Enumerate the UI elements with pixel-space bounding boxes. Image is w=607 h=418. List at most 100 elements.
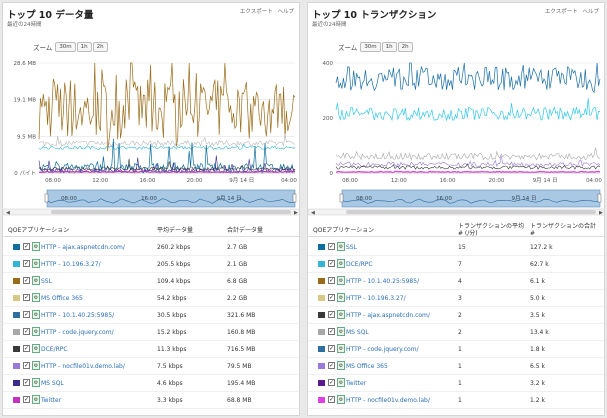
zoom-1h-button[interactable]: 1h	[76, 42, 92, 52]
table-row[interactable]: ✓ ⚙ MS Office 365 1 6.5 k	[308, 358, 604, 375]
application-link[interactable]: HTTP - 10.1.40.25:5985/	[41, 312, 115, 319]
application-icon: ⚙	[337, 395, 345, 404]
series-color-swatch	[13, 312, 20, 318]
col-average[interactable]: 平均データ量	[157, 227, 194, 234]
zoom-2h-button[interactable]: 2h	[397, 42, 413, 52]
table-row[interactable]: ✓ ⚙ Twitter 1 3.2 k	[308, 375, 604, 392]
row-checkbox[interactable]: ✓	[328, 345, 335, 352]
application-link[interactable]: DCE/RPC	[346, 261, 373, 268]
application-link[interactable]: HTTP - 10.196.3.27/	[346, 295, 406, 302]
application-link[interactable]: HTTP - 10.196.3.27/	[41, 261, 101, 268]
time-navigator[interactable]: 08:00 16:00 9月 14 日 ◀ ▶	[3, 189, 300, 217]
row-checkbox[interactable]: ✓	[23, 243, 30, 250]
row-checkbox[interactable]: ✓	[23, 277, 30, 284]
total-value: 6.8 GB	[227, 278, 248, 285]
time-navigator[interactable]: 08:00 16:00 9月 14 日 ◀ ▶	[308, 189, 605, 217]
application-link[interactable]: Twitter	[41, 397, 62, 404]
panel-title: トップ 10 データ量	[7, 10, 94, 21]
row-checkbox[interactable]: ✓	[23, 294, 30, 301]
application-link[interactable]: HTTP - nocfile01v.demo.lab/	[346, 397, 430, 404]
table-row[interactable]: ✓ ⚙ HTTP - 10.196.3.27/3 5.0 k	[308, 290, 604, 307]
panel-title: トップ 10 トランザクション	[312, 10, 437, 21]
average-value: 30.5 kbps	[157, 312, 187, 319]
row-checkbox[interactable]: ✓	[23, 379, 30, 386]
navigator-tick-label: 08:00	[61, 196, 77, 202]
row-checkbox[interactable]: ✓	[23, 260, 30, 267]
row-checkbox[interactable]: ✓	[23, 311, 30, 318]
table-row[interactable]: ✓ ⚙ Twitter 3.3 kbps 68.8 MB	[3, 392, 299, 409]
navigator-tick-label: 16:00	[141, 196, 157, 202]
average-value: 15	[458, 244, 466, 251]
application-link[interactable]: SSL	[41, 278, 52, 285]
table-row[interactable]: ✓ ⚙ HTTP - 10.196.3.27/205.5 kbps 2.1 GB	[3, 256, 299, 273]
application-link[interactable]: MS Office 365	[41, 295, 83, 302]
series-color-swatch	[318, 278, 325, 284]
series-color-swatch	[318, 329, 325, 335]
table-row[interactable]: ✓ ⚙ SSL 109.4 kbps 6.8 GB	[3, 273, 299, 290]
table-row[interactable]: ✓ ⚙ HTTP - ajax.aspnetcdn.com/260.2 kbps 2.…	[3, 239, 299, 256]
export-link[interactable]: エクスポート	[239, 9, 273, 15]
application-link[interactable]: HTTP - code.jquery.com/	[346, 346, 419, 353]
row-checkbox[interactable]: ✓	[328, 362, 335, 369]
row-checkbox[interactable]: ✓	[328, 277, 335, 284]
application-link[interactable]: HTTP - ajax.aspnetcdn.com/	[346, 312, 430, 319]
x-tick-label: 16:00	[440, 178, 456, 184]
table-row[interactable]: ✓ ⚙ HTTP - code.jquery.com/15.2 kbps 160.8 …	[3, 324, 299, 341]
total-value: 3.5 k	[530, 312, 545, 319]
x-tick-label: 9月 14 日	[229, 177, 254, 184]
application-link[interactable]: HTTP - nocfile01v.demo.lab/	[41, 363, 125, 370]
row-checkbox[interactable]: ✓	[23, 328, 30, 335]
table-row[interactable]: ✓ ⚙ MS Office 365 54.2 kbps 2.2 GB	[3, 290, 299, 307]
application-link[interactable]: Twitter	[346, 380, 367, 387]
zoom-30m-button[interactable]: 30m	[55, 42, 76, 52]
application-link[interactable]: MS SQL	[41, 380, 64, 387]
table-row[interactable]: ✓ ⚙ SSL 15 127.2 k	[308, 239, 604, 256]
col-total[interactable]: 合計データ量	[227, 227, 264, 234]
application-link[interactable]: HTTP - 10.1.40.25:5985/	[346, 278, 420, 285]
application-link[interactable]: HTTP - ajax.aspnetcdn.com/	[41, 244, 125, 251]
col-application[interactable]: QOEアプリケーション	[8, 227, 70, 234]
row-checkbox[interactable]: ✓	[328, 243, 335, 250]
col-average[interactable]: トランザクションの平均 # (/分)	[458, 223, 525, 237]
application-link[interactable]: HTTP - code.jquery.com/	[41, 329, 114, 336]
zoom-30m-button[interactable]: 30m	[360, 42, 381, 52]
row-checkbox[interactable]: ✓	[328, 379, 335, 386]
row-checkbox[interactable]: ✓	[328, 311, 335, 318]
table-row[interactable]: ✓ ⚙ MS SQL 4.6 kbps 195.4 MB	[3, 375, 299, 392]
series-line	[335, 62, 601, 94]
col-application[interactable]: QOEアプリケーション	[313, 227, 375, 234]
total-value: 1.8 k	[530, 346, 545, 353]
export-link[interactable]: エクスポート	[544, 9, 578, 15]
row-checkbox[interactable]: ✓	[23, 345, 30, 352]
panel-subtitle: 最近の24時間	[7, 22, 42, 28]
navigator-right-handle	[597, 193, 602, 203]
row-checkbox[interactable]: ✓	[328, 328, 335, 335]
row-checkbox[interactable]: ✓	[328, 294, 335, 301]
row-checkbox[interactable]: ✓	[23, 396, 30, 403]
average-value: 1	[458, 346, 462, 353]
table-row[interactable]: ✓ ⚙ DCE/RPC 7 62.7 k	[308, 256, 604, 273]
table-row[interactable]: ✓ ⚙ HTTP - 10.1.40.25:5985/30.5 kbps 321.6 …	[3, 307, 299, 324]
row-checkbox[interactable]: ✓	[328, 396, 335, 403]
application-link[interactable]: MS SQL	[346, 329, 369, 336]
table-row[interactable]: ✓ ⚙ HTTP - 10.1.40.25:5985/4 6.1 k	[308, 273, 604, 290]
data-volume-chart[interactable]: 28.6 MB 19.1 MB 9.5 MB 0 バイト 08:00 12:00 16:00…	[3, 55, 300, 189]
application-link[interactable]: SSL	[346, 244, 357, 251]
table-row[interactable]: ✓ ⚙ DCE/RPC 11.3 kbps 716.5 MB	[3, 341, 299, 358]
application-link[interactable]: DCE/RPC	[41, 346, 68, 353]
row-checkbox[interactable]: ✓	[23, 362, 30, 369]
application-link[interactable]: MS Office 365	[346, 363, 388, 370]
col-total[interactable]: トランザクションの合計 #	[530, 223, 597, 237]
table-row[interactable]: ✓ ⚙ HTTP - code.jquery.com/1 1.8 k	[308, 341, 604, 358]
transactions-chart[interactable]: 400 200 0 08:00 12:00 16:00 20:00 9月 14 日 04:00	[308, 55, 605, 189]
row-checkbox[interactable]: ✓	[328, 260, 335, 267]
zoom-2h-button[interactable]: 2h	[92, 42, 108, 52]
table-row[interactable]: ✓ ⚙ HTTP - nocfile01v.demo.lab/1 1.2 k	[308, 392, 604, 409]
help-link[interactable]: ヘルプ	[582, 9, 599, 15]
total-value: 68.8 MB	[227, 397, 252, 404]
table-row[interactable]: ✓ ⚙ HTTP - ajax.aspnetcdn.com/2 3.5 k	[308, 307, 604, 324]
help-link[interactable]: ヘルプ	[277, 9, 294, 15]
table-row[interactable]: ✓ ⚙ MS SQL 2 13.4 k	[308, 324, 604, 341]
zoom-1h-button[interactable]: 1h	[381, 42, 397, 52]
table-row[interactable]: ✓ ⚙ HTTP - nocfile01v.demo.lab/7.5 kbps 79.…	[3, 358, 299, 375]
